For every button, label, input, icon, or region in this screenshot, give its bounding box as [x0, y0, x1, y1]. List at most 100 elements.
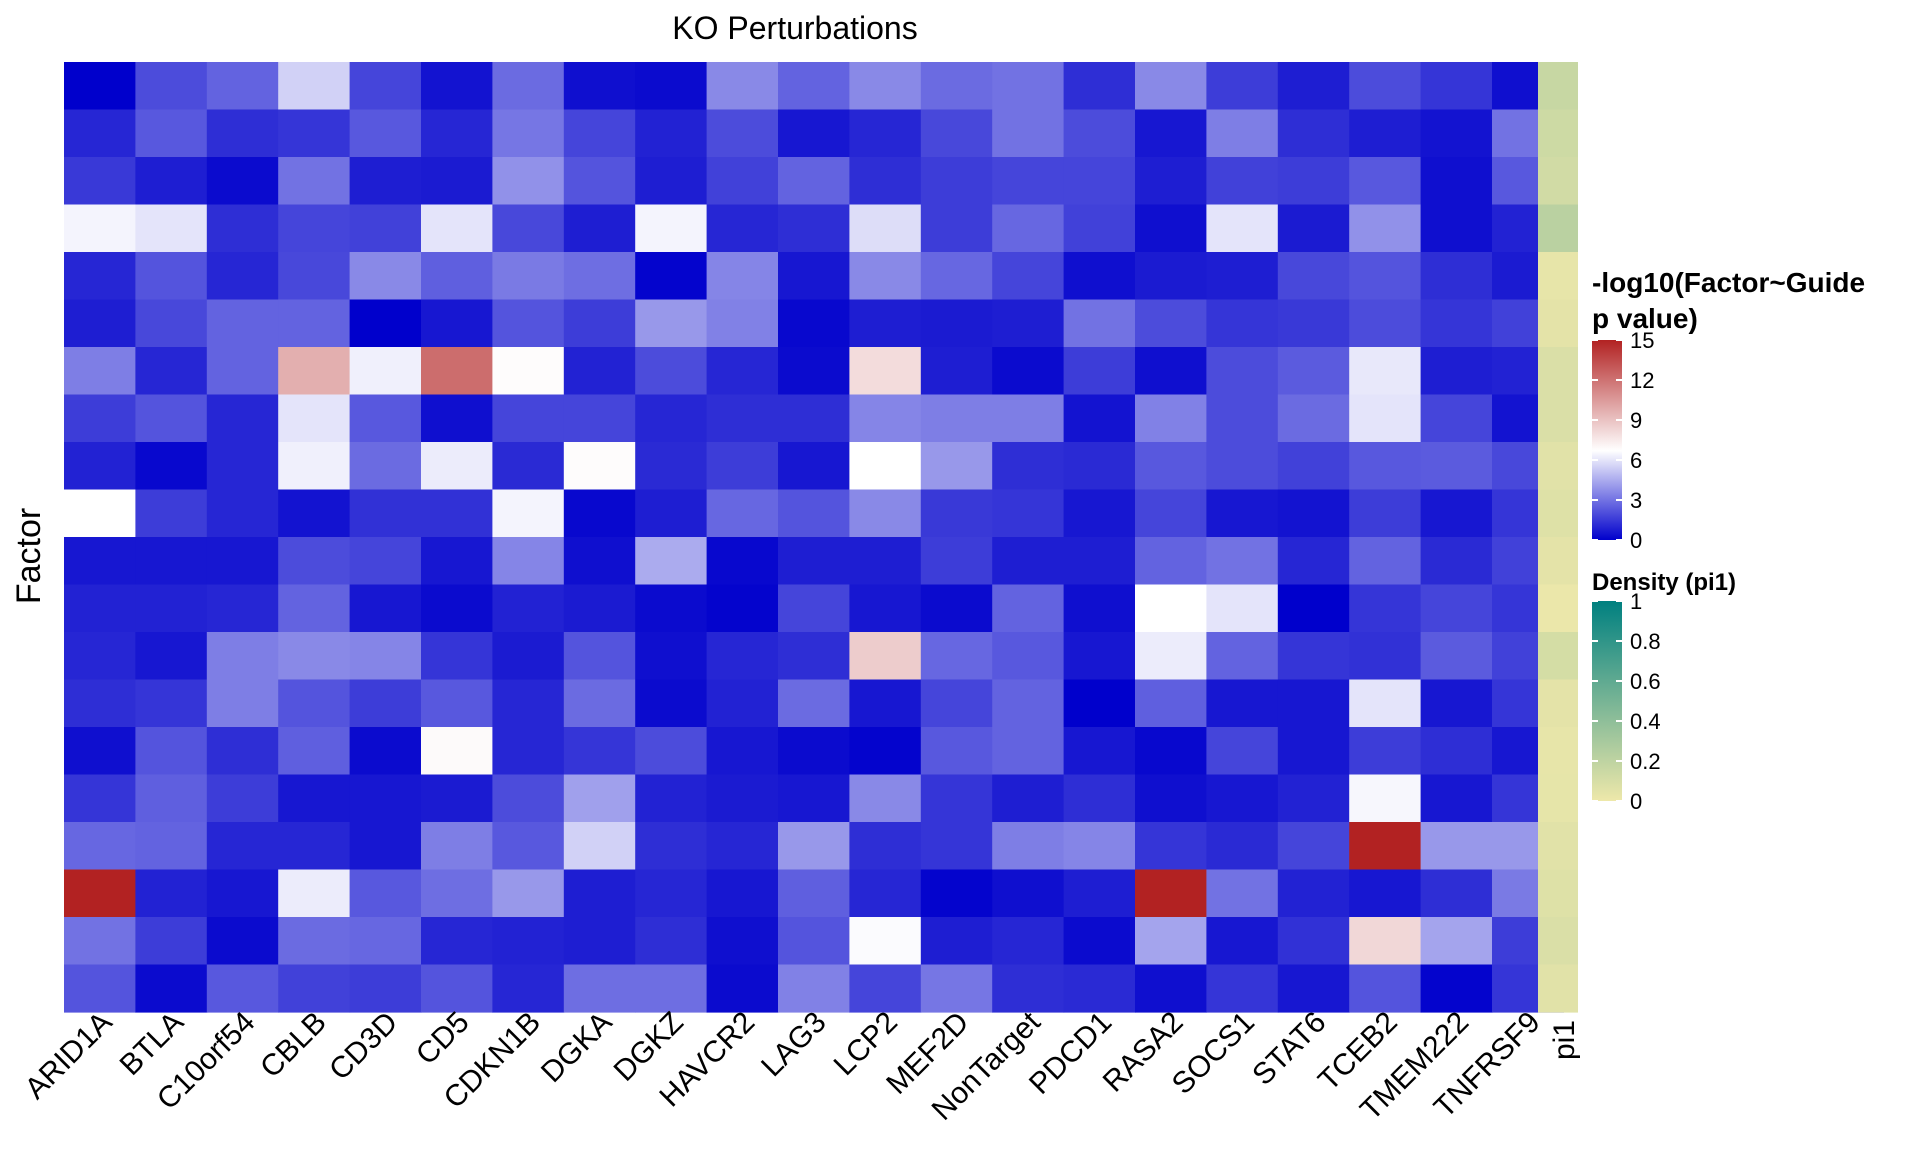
heatmap-cell [421, 109, 493, 158]
heatmap-cell [1063, 157, 1136, 206]
heatmap-cell [1420, 109, 1493, 158]
heatmap-cell [135, 727, 208, 776]
heatmap-cell [64, 204, 136, 253]
heatmap-cell [1349, 537, 1422, 586]
heatmap-cell [64, 252, 136, 301]
heatmap-cell [992, 774, 1065, 823]
heatmap-cell [1063, 62, 1136, 111]
heatmap-cell [1420, 489, 1493, 538]
heatmap-cell [135, 489, 208, 538]
heatmap-cell [64, 632, 136, 681]
heatmap-cells [64, 62, 1564, 1013]
heatmap-cell [64, 347, 136, 396]
heatmap-cell [1063, 822, 1136, 871]
heatmap-cell [349, 537, 422, 586]
heatmap-cell [278, 632, 351, 681]
heatmap-cell [1206, 204, 1279, 253]
heatmap-cell [492, 679, 565, 728]
heatmap-cell [920, 537, 993, 586]
heatmap-cell [992, 489, 1065, 538]
heatmap-cell [778, 299, 850, 348]
pi1-cell [1538, 252, 1578, 301]
heatmap-cell [421, 62, 493, 111]
heatmap-cell [206, 774, 279, 823]
heatmap-cell [992, 204, 1065, 253]
heatmap-cell [421, 822, 493, 871]
heatmap-cell [349, 394, 422, 443]
heatmap-cell [849, 869, 922, 918]
heatmap-cell [1420, 584, 1493, 633]
heatmap-cell [1349, 632, 1422, 681]
heatmap-cell [1277, 679, 1350, 728]
heatmap-cell [1349, 774, 1422, 823]
heatmap-cell [635, 252, 708, 301]
heatmap-cell [706, 204, 779, 253]
heatmap-cell [492, 394, 565, 443]
heatmap-cell [421, 679, 493, 728]
heatmap-cell [1135, 774, 1207, 823]
heatmap-cell [635, 584, 708, 633]
heatmap-cell [1206, 822, 1279, 871]
legend-tick-label: 0.6 [1630, 669, 1661, 694]
heatmap-cell [206, 252, 279, 301]
heatmap-cell [1420, 537, 1493, 586]
heatmap-cell [206, 62, 279, 111]
heatmap-cell [492, 347, 565, 396]
heatmap-cell [706, 822, 779, 871]
heatmap-cell [920, 347, 993, 396]
heatmap-cell [706, 157, 779, 206]
heatmap-cell [278, 299, 351, 348]
heatmap-cell [492, 62, 565, 111]
heatmap-cell [278, 917, 351, 966]
heatmap-cell [278, 394, 351, 443]
heatmap-cell [1277, 157, 1350, 206]
heatmap-cell [1135, 347, 1207, 396]
heatmap-cell [635, 774, 708, 823]
heatmap-cell [920, 964, 993, 1013]
pi1-cell [1538, 632, 1578, 681]
heatmap-cell [1349, 252, 1422, 301]
heatmap-cell [1063, 584, 1136, 633]
heatmap-cell [135, 964, 208, 1013]
heatmap-cell [849, 679, 922, 728]
heatmap-cell [563, 347, 636, 396]
heatmap-cell [421, 584, 493, 633]
heatmap-cell [206, 584, 279, 633]
heatmap-cell [206, 679, 279, 728]
heatmap-cell [135, 632, 208, 681]
heatmap-cell [635, 299, 708, 348]
heatmap-cell [1135, 62, 1207, 111]
heatmap-cell [1349, 964, 1422, 1013]
heatmap-cell [1420, 822, 1493, 871]
heatmap-cell [920, 727, 993, 776]
heatmap-cell [64, 537, 136, 586]
heatmap-cell [778, 62, 850, 111]
heatmap-cell [778, 632, 850, 681]
pi1-column-label: pi1 [1548, 1020, 1581, 1060]
heatmap-cell [920, 394, 993, 443]
heatmap-cell [206, 964, 279, 1013]
heatmap-cell [992, 822, 1065, 871]
pvalue-legend-ticks: 0 3 6 9 12 15 [1592, 328, 1654, 553]
heatmap-cell [1277, 584, 1350, 633]
heatmap-cell [349, 774, 422, 823]
heatmap-cell [1277, 822, 1350, 871]
legend-tick-label: 3 [1630, 488, 1642, 513]
heatmap-cell [992, 157, 1065, 206]
heatmap-cell [706, 109, 779, 158]
heatmap-cell [706, 869, 779, 918]
heatmap-cell [349, 727, 422, 776]
heatmap-cell [421, 489, 493, 538]
heatmap-cell [635, 679, 708, 728]
legend-tick-label: 0 [1630, 789, 1642, 814]
heatmap-cell [1420, 347, 1493, 396]
heatmap-cell [278, 774, 351, 823]
heatmap-cell [706, 347, 779, 396]
heatmap-cell [992, 964, 1065, 1013]
heatmap-cell [1349, 157, 1422, 206]
heatmap-cell [1135, 204, 1207, 253]
heatmap-cell [1135, 157, 1207, 206]
heatmap-cell [492, 917, 565, 966]
heatmap-cell [849, 917, 922, 966]
